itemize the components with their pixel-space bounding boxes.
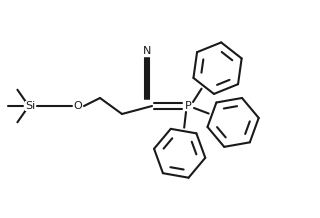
Text: N: N xyxy=(143,46,151,56)
Text: P: P xyxy=(185,101,191,111)
Text: O: O xyxy=(74,101,82,111)
Text: Si: Si xyxy=(25,101,35,111)
